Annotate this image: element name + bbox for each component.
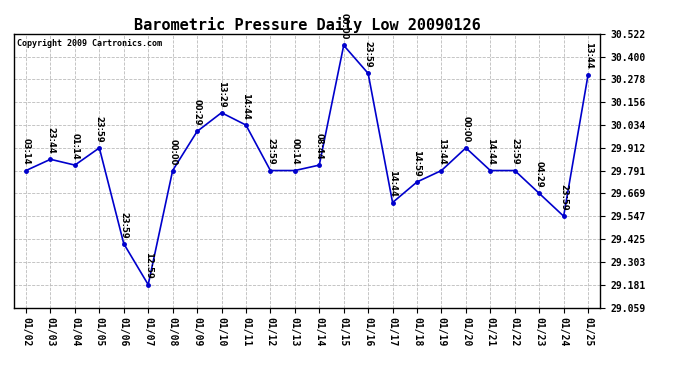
Text: 14:44: 14:44 bbox=[241, 93, 250, 120]
Text: 23:44: 23:44 bbox=[46, 127, 55, 154]
Text: 23:59: 23:59 bbox=[119, 211, 128, 238]
Text: 14:44: 14:44 bbox=[388, 170, 397, 197]
Text: 08:44: 08:44 bbox=[315, 133, 324, 159]
Text: 00:00: 00:00 bbox=[168, 139, 177, 165]
Text: 13:44: 13:44 bbox=[437, 138, 446, 165]
Text: 03:14: 03:14 bbox=[21, 138, 30, 165]
Text: 00:14: 00:14 bbox=[290, 138, 299, 165]
Text: 13:29: 13:29 bbox=[217, 81, 226, 107]
Text: 23:59: 23:59 bbox=[511, 138, 520, 165]
Text: 23:59: 23:59 bbox=[559, 184, 568, 211]
Text: 00:29: 00:29 bbox=[193, 99, 201, 126]
Text: 00:00: 00:00 bbox=[339, 13, 348, 40]
Text: 14:59: 14:59 bbox=[413, 150, 422, 176]
Text: 14:44: 14:44 bbox=[486, 138, 495, 165]
Text: 12:59: 12:59 bbox=[144, 252, 152, 279]
Text: 04:29: 04:29 bbox=[535, 161, 544, 188]
Text: 23:59: 23:59 bbox=[364, 41, 373, 68]
Text: 00:00: 00:00 bbox=[462, 116, 471, 142]
Text: Copyright 2009 Cartronics.com: Copyright 2009 Cartronics.com bbox=[17, 39, 161, 48]
Text: 23:59: 23:59 bbox=[95, 116, 103, 142]
Title: Barometric Pressure Daily Low 20090126: Barometric Pressure Daily Low 20090126 bbox=[134, 16, 480, 33]
Text: 23:59: 23:59 bbox=[266, 138, 275, 165]
Text: 13:44: 13:44 bbox=[584, 42, 593, 69]
Text: 01:14: 01:14 bbox=[70, 133, 79, 159]
